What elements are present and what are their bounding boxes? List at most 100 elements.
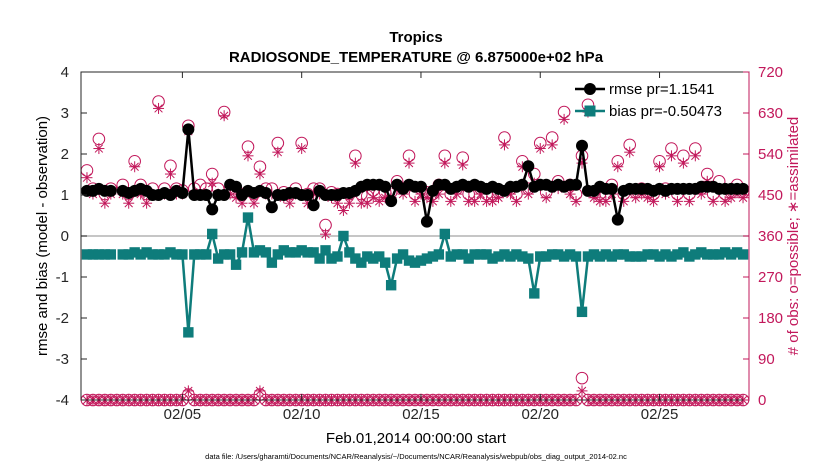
bias-point	[230, 259, 242, 270]
bias-point	[296, 245, 307, 256]
y-right-tick-label: 630	[758, 105, 783, 122]
x-tick-label: 02/20	[521, 406, 559, 423]
possible-obs-marker	[575, 371, 589, 385]
assimilated-obs-marker	[576, 385, 588, 397]
assimilated-obs-marker	[153, 102, 165, 114]
bias-point	[684, 251, 695, 262]
bias-point	[356, 257, 367, 268]
assimilated-obs-marker	[534, 143, 546, 155]
legend-rmse-label: rmse pr=1.1541	[609, 81, 714, 98]
bias-point	[189, 249, 200, 260]
bias-point	[696, 247, 707, 258]
bias-point	[582, 251, 594, 262]
rmse-point	[259, 186, 272, 199]
rmse-point	[301, 189, 314, 201]
assimilated-obs-marker	[707, 195, 719, 207]
assimilated-obs-marker	[439, 157, 451, 169]
y-right-axis-ticks: 0 90 180 270 360 450 540 630 720	[743, 64, 783, 409]
bias-point	[177, 249, 188, 260]
y-left-tick-label: -1	[56, 269, 69, 286]
bias-point	[523, 253, 534, 264]
assimilated-obs-marker	[689, 150, 701, 162]
bias-point	[368, 253, 379, 264]
bias-point	[618, 249, 629, 260]
bias-point	[588, 249, 600, 260]
bias-point	[248, 247, 260, 258]
rmse-point	[420, 215, 433, 228]
assimilated-obs-marker	[248, 197, 260, 209]
assimilated-obs-marker	[600, 195, 612, 207]
bias-point	[350, 253, 361, 264]
bias-point	[499, 249, 510, 260]
assimilated-obs-marker	[677, 157, 689, 169]
x-tick-label: 02/10	[283, 406, 321, 423]
bias-point	[385, 280, 397, 291]
legend-bias-label: bias pr=-0.50473	[609, 103, 722, 120]
rmse-point	[206, 203, 219, 216]
assimilated-obs-marker	[272, 146, 284, 158]
assimilated-obs-marker	[409, 195, 421, 207]
y-left-axis-label: rmse and bias (model - observation)	[34, 116, 51, 356]
bias-point	[433, 249, 445, 260]
assimilated-obs-marker	[612, 161, 624, 173]
bias-point	[552, 249, 564, 260]
bias-point	[391, 253, 403, 264]
bias-point	[481, 249, 492, 260]
y-right-tick-label: 540	[758, 146, 783, 163]
bias-point	[266, 257, 278, 268]
y-left-tick-label: 1	[61, 187, 69, 204]
rmse-point	[570, 178, 583, 191]
data-file-footnote: data file: /Users/gharamti/Documents/NCA…	[205, 452, 627, 461]
bias-point	[212, 253, 224, 264]
assimilated-obs-marker	[218, 110, 230, 122]
bias-point	[451, 249, 462, 260]
bias-point	[630, 251, 641, 262]
bias-point	[517, 251, 528, 262]
bias-point	[702, 249, 713, 260]
assimilated-obs-marker	[624, 146, 636, 158]
bias-series	[81, 212, 749, 338]
rmse-point	[605, 182, 618, 195]
y-right-tick-label: 0	[758, 392, 766, 409]
bias-point	[99, 249, 111, 260]
assimilated-obs-marker	[93, 143, 105, 155]
assimilated-obs-marker	[373, 195, 385, 207]
bias-point	[171, 249, 182, 260]
assimilated-obs-marker	[540, 192, 552, 204]
rmse-point	[218, 189, 231, 201]
y-right-axis-label: # of obs: o=possible; ∗=assimilated	[785, 117, 802, 356]
bias-point	[660, 249, 671, 260]
bias-point	[224, 249, 236, 260]
bias-point	[719, 247, 731, 258]
rmse-point	[611, 213, 624, 226]
rmse-series	[80, 123, 750, 228]
bias-point	[165, 247, 176, 258]
bias-point	[624, 251, 635, 262]
rmse-point	[200, 189, 213, 201]
bias-point	[338, 230, 349, 242]
bias-point	[290, 247, 301, 258]
bias-point	[403, 255, 415, 266]
legend-rmse-marker	[584, 83, 596, 95]
y-left-tick-label: -3	[56, 351, 69, 368]
assimilated-obs-marker	[469, 195, 481, 207]
assimilated-obs-marker	[457, 159, 469, 171]
y-left-tick-label: 4	[61, 64, 69, 81]
assimilated-obs-marker	[665, 150, 677, 162]
bias-point	[511, 249, 522, 260]
bias-point	[129, 247, 140, 258]
legend: rmse pr=1.1541 bias pr=-0.50473	[575, 81, 722, 120]
bias-point	[379, 257, 391, 268]
y-right-tick-label: 180	[758, 310, 783, 327]
bias-point	[612, 249, 623, 260]
x-axis-ticks: 02/05 02/10 02/15 02/20 02/25	[164, 72, 678, 423]
bias-point	[439, 228, 451, 240]
y-left-axis-ticks: -4 -3 -2 -1 0 1 2 3 4	[56, 64, 87, 409]
bias-point	[105, 249, 117, 260]
assimilated-obs-marker	[671, 195, 683, 207]
bias-point	[708, 249, 719, 260]
rmse-point	[265, 201, 278, 214]
bias-point	[678, 247, 689, 258]
bias-point	[654, 251, 665, 262]
